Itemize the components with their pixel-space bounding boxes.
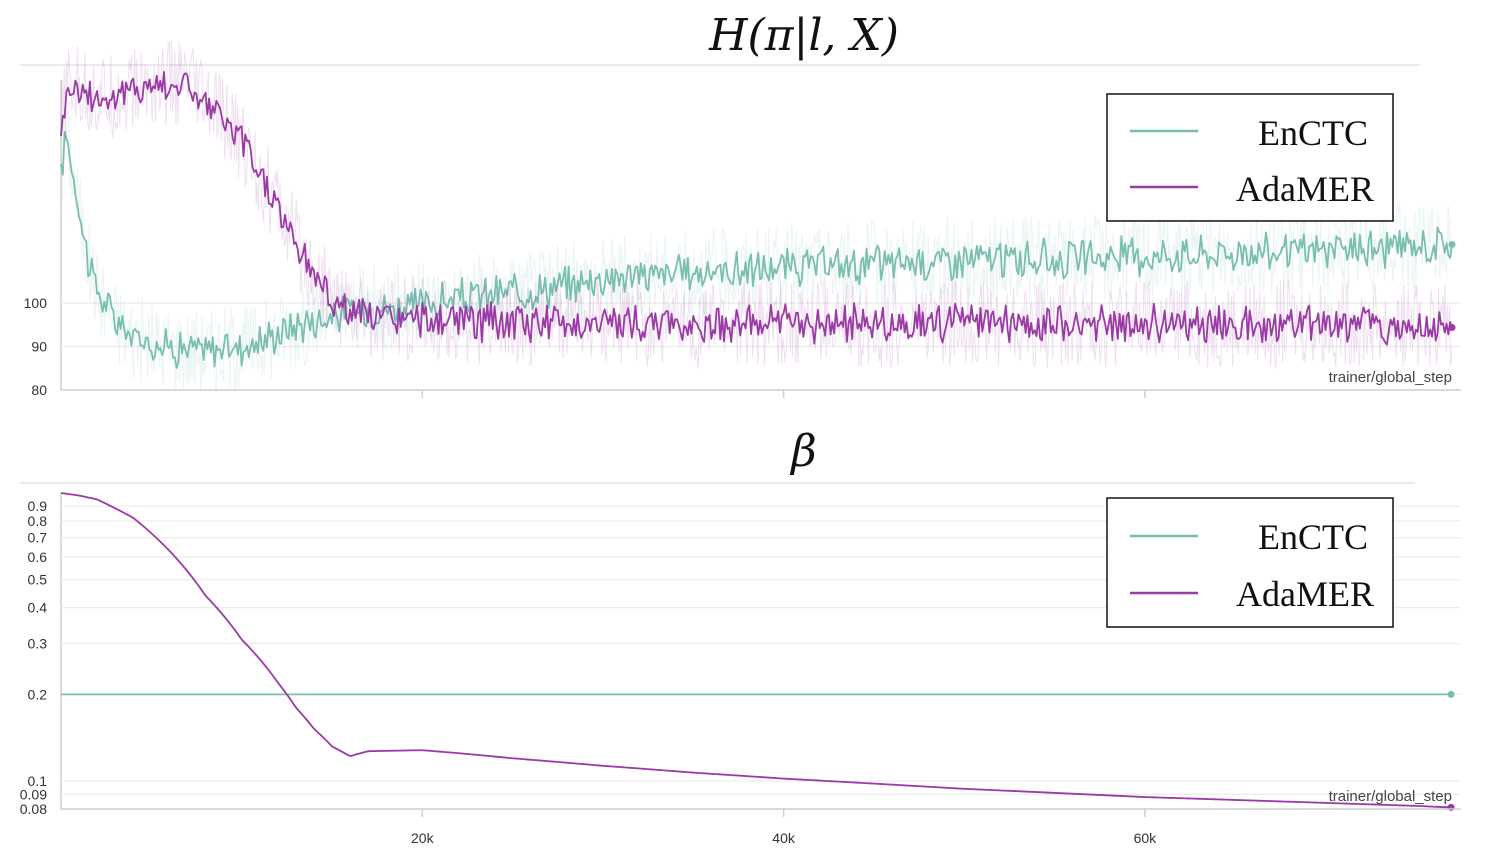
y-tick-label: 90 bbox=[31, 339, 47, 355]
x-tick-label: 20k bbox=[411, 830, 435, 846]
series-end-marker-enctc bbox=[1448, 241, 1456, 249]
y-tick-label: 0.2 bbox=[28, 686, 48, 702]
legend-box bbox=[1106, 93, 1394, 222]
entropy-x-axis-label: trainer/global_step bbox=[1329, 369, 1452, 386]
entropy-x-axis bbox=[61, 389, 1461, 398]
series-line-adamer bbox=[60, 70, 1453, 346]
y-tick-label: 0.1 bbox=[28, 773, 48, 789]
beta-panel: β 0.080.090.1 0.2 0.3 0.4 0.5 0.6 0.70.80.9 20… bbox=[20, 426, 1461, 846]
series-end-marker-enctc bbox=[1447, 690, 1455, 698]
x-tick-label: 60k bbox=[1134, 830, 1158, 846]
beta-chart-title: β bbox=[789, 426, 816, 477]
beta-y-ticks: 0.080.090.1 0.2 0.3 0.4 0.5 0.6 0.70.80.9 bbox=[20, 498, 47, 817]
legend-box bbox=[1106, 497, 1394, 628]
beta-legend: EnCTC AdaMER bbox=[1106, 497, 1394, 628]
legend-label-adamer: AdaMER bbox=[1236, 574, 1374, 614]
entropy-panel: H(π|l, X) 80 90 100 trainer/global_step En… bbox=[20, 10, 1461, 398]
series-raw-trace-enctc bbox=[60, 110, 1452, 392]
beta-x-axis: 20k 40k 60k bbox=[61, 808, 1461, 846]
series-line-adamer bbox=[60, 492, 1452, 809]
series-raw-trace-adamer bbox=[60, 41, 1453, 369]
entropy-legend: EnCTC AdaMER bbox=[1106, 93, 1394, 222]
y-tick-label: 100 bbox=[24, 295, 48, 311]
legend-label-enctc: EnCTC bbox=[1258, 517, 1368, 557]
x-tick-label: 40k bbox=[772, 830, 796, 846]
entropy-y-ticks: 80 90 100 bbox=[24, 295, 48, 398]
series-line-enctc bbox=[60, 130, 1453, 369]
entropy-chart-title: H(π|l, X) bbox=[708, 10, 899, 61]
y-tick-label: 0.08 bbox=[20, 801, 47, 817]
y-tick-label: 80 bbox=[31, 382, 47, 398]
y-tick-label: 0.3 bbox=[28, 636, 48, 652]
y-tick-label: 0.8 bbox=[28, 513, 48, 529]
y-tick-label: 0.4 bbox=[28, 600, 48, 616]
y-tick-label: 0.7 bbox=[28, 530, 48, 546]
y-tick-label: 0.09 bbox=[20, 786, 47, 802]
y-tick-label: 0.5 bbox=[28, 572, 48, 588]
legend-label-enctc: EnCTC bbox=[1258, 113, 1368, 153]
y-tick-label: 0.9 bbox=[28, 498, 48, 514]
series-end-marker-adamer bbox=[1448, 324, 1456, 332]
entropy-series bbox=[60, 41, 1456, 392]
y-tick-label: 0.6 bbox=[28, 549, 48, 565]
beta-x-axis-label: trainer/global_step bbox=[1329, 788, 1452, 805]
legend-label-adamer: AdaMER bbox=[1236, 169, 1374, 209]
